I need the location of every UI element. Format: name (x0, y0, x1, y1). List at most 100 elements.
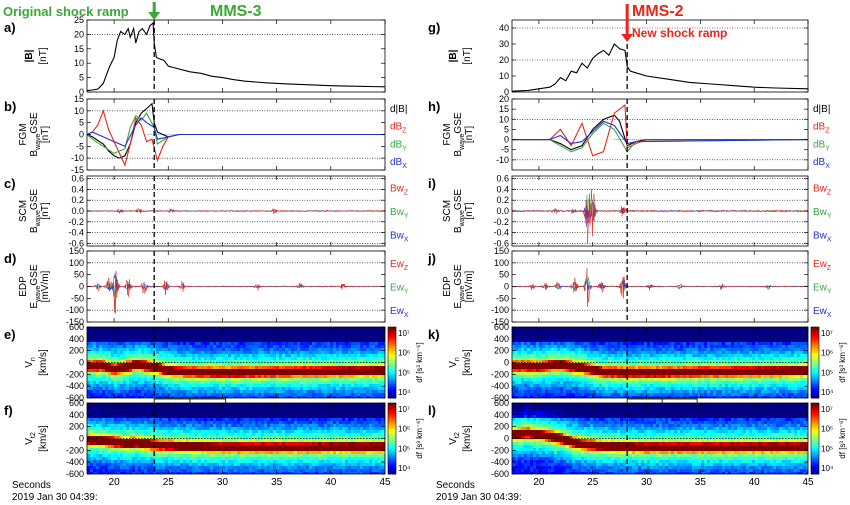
spectrogram-cell (222, 339, 226, 343)
spectrogram-cell (117, 448, 121, 452)
spectrogram-cell (147, 472, 151, 474)
spectrogram-cell (150, 366, 154, 370)
spectrogram-cell (171, 384, 175, 388)
spectrogram-cell (324, 375, 328, 379)
spectrogram-cell (225, 375, 229, 379)
spectrogram-cell (159, 384, 163, 388)
spectrogram-cell (318, 339, 322, 343)
spectrogram-cell (99, 412, 103, 416)
spectrogram-cell (150, 406, 154, 410)
spectrogram-cell (171, 333, 175, 337)
spectrogram-cell (135, 390, 139, 394)
spectrogram-cell (192, 403, 196, 407)
spectrogram-cell (240, 366, 244, 370)
spectrogram-cell (249, 372, 253, 376)
spectrogram-cell (243, 454, 247, 458)
spectrogram-cell (198, 421, 202, 425)
spectrogram-cell (237, 424, 241, 428)
spectrogram-cell (255, 378, 259, 382)
spectrogram-cell (273, 357, 277, 361)
spectrogram-cell (192, 466, 196, 470)
spectrogram-cell (348, 466, 352, 470)
spectrogram-cell (288, 330, 292, 334)
legend-text: Ew (390, 259, 405, 270)
spectrogram-cell (135, 418, 139, 422)
spectrogram-cell (189, 436, 193, 440)
spectrogram-cell (132, 366, 136, 370)
spectrogram-cell (333, 390, 337, 394)
spectrogram-cell (102, 351, 106, 355)
spectrogram-cell (273, 451, 277, 455)
spectrogram-cell (123, 387, 127, 391)
spectrogram-cell (276, 363, 280, 367)
spectrogram-cell (300, 412, 304, 416)
spectrogram-cell (294, 336, 298, 340)
spectrogram-cell (285, 418, 289, 422)
spectrogram-cell (102, 463, 106, 467)
spectrogram-cell (258, 327, 262, 331)
spectrogram-cell (198, 472, 202, 474)
spectrogram-cell (252, 457, 256, 461)
spectrogram-cell (318, 366, 322, 370)
spectrogram-cell (117, 375, 121, 379)
spectrogram-cell (180, 412, 184, 416)
spectrogram-cell (96, 406, 100, 410)
spectrogram-cell (267, 381, 271, 385)
spectrogram-cell (261, 366, 265, 370)
spectrogram-cell (291, 336, 295, 340)
spectrogram-cell (303, 421, 307, 425)
spectrogram-cell (321, 445, 325, 449)
spectrogram-cell (309, 409, 313, 413)
legend-entry: d|B| (390, 104, 407, 115)
spectrogram-cell (360, 384, 364, 388)
legend-text: Bw (390, 207, 405, 218)
spectrogram-cell (195, 409, 199, 413)
spectrogram-cell (291, 421, 295, 425)
spectrogram-cell (210, 436, 214, 440)
spectrogram-cell (318, 436, 322, 440)
spectrogram-cell (351, 396, 355, 398)
spectrogram-cell (288, 381, 292, 385)
spectrogram-cell (288, 430, 292, 434)
spectrogram-cell (141, 369, 145, 373)
spectrogram-cell (261, 336, 265, 340)
spectrogram-cell (357, 327, 361, 331)
spectrogram-cell (288, 439, 292, 443)
spectrogram-cell (213, 445, 217, 449)
spectrogram-cell (207, 360, 211, 364)
spectrogram-cell (120, 436, 124, 440)
spectrogram-cell (93, 375, 97, 379)
spectrogram-cell (150, 384, 154, 388)
spectrogram-cell (303, 448, 307, 452)
spectrogram-cell (96, 430, 100, 434)
spectrogram-cell (330, 406, 334, 410)
spectrogram-cell (168, 418, 172, 422)
spectrogram-cell (105, 442, 109, 446)
spectrogram-cell (189, 360, 193, 364)
spectrogram-cell (186, 469, 190, 473)
spectrogram-cell (348, 442, 352, 446)
spectrogram-cell (150, 360, 154, 364)
spectrogram-cell (201, 327, 205, 331)
spectrogram-cell (201, 345, 205, 349)
spectrogram-cell (291, 345, 295, 349)
spectrogram-cell (252, 348, 256, 352)
spectrogram-cell (234, 393, 238, 397)
spectrogram-cell (249, 369, 253, 373)
spectrogram-cell (156, 451, 160, 455)
spectrogram-cell (351, 348, 355, 352)
panel-letter: a) (4, 20, 16, 35)
spectrogram-cell (363, 348, 367, 352)
spectrogram-cell (114, 439, 118, 443)
spectrogram-cell (234, 445, 238, 449)
spectrogram-cell (219, 472, 223, 474)
spectrogram-cell (123, 415, 127, 419)
spectrogram-cell (342, 327, 346, 331)
spectrogram-cell (255, 469, 259, 473)
spectrogram-cell (339, 403, 343, 407)
spectrogram-cell (312, 403, 316, 407)
spectrogram-cell (327, 357, 331, 361)
spectrogram-cell (87, 393, 91, 397)
spectrogram-cell (171, 354, 175, 358)
spectrogram-cell (96, 387, 100, 391)
